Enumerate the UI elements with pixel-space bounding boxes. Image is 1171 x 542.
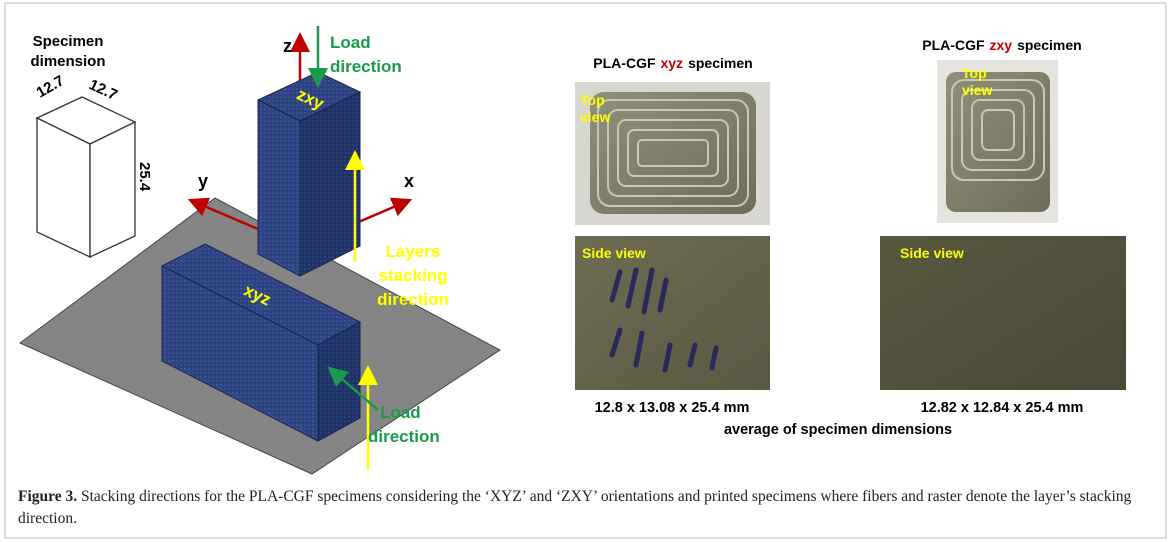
- figure: Specimen dimension 12.7 12.7 25.4 z y x …: [0, 0, 1171, 542]
- view-label: Side view: [900, 245, 964, 261]
- load-label: Load: [380, 403, 421, 422]
- specimen-box: [37, 97, 135, 257]
- dim-label: 25.4: [136, 162, 153, 192]
- view-label: view: [962, 82, 992, 98]
- dimensions-note: average of specimen dimensions: [724, 422, 952, 438]
- axis-label: y: [198, 171, 208, 191]
- dim-label: 12.7: [34, 72, 68, 101]
- stacking-label: direction: [377, 290, 449, 309]
- caption: Figure 3. Stacking directions for the PL…: [18, 486, 1148, 530]
- load-label: direction: [368, 427, 440, 446]
- specimen-title: dimension: [30, 53, 105, 70]
- view-label: Top: [580, 92, 605, 108]
- stacking-label: Layers: [386, 242, 441, 261]
- photo-top-zxy: [937, 60, 1058, 223]
- stacking-label: stacking: [379, 266, 448, 285]
- view-label: view: [580, 109, 610, 125]
- load-label: direction: [330, 57, 402, 76]
- view-label: Top: [962, 65, 987, 81]
- dim-label: 12.7: [86, 76, 120, 104]
- view-label: Side view: [582, 245, 646, 261]
- specimen-title: Specimen: [33, 33, 104, 50]
- caption-text: Stacking directions for the PLA-CGF spec…: [18, 488, 1131, 527]
- dimensions: 12.8 x 13.08 x 25.4 mm: [595, 400, 750, 416]
- dimensions: 12.82 x 12.84 x 25.4 mm: [921, 400, 1084, 416]
- figure-art: Specimen dimension 12.7 12.7 25.4 z y x …: [0, 0, 1171, 542]
- axis-label: x: [404, 171, 414, 191]
- caption-label: Figure 3.: [18, 488, 77, 505]
- load-label: Load: [330, 33, 371, 52]
- axis-label: z: [283, 36, 292, 56]
